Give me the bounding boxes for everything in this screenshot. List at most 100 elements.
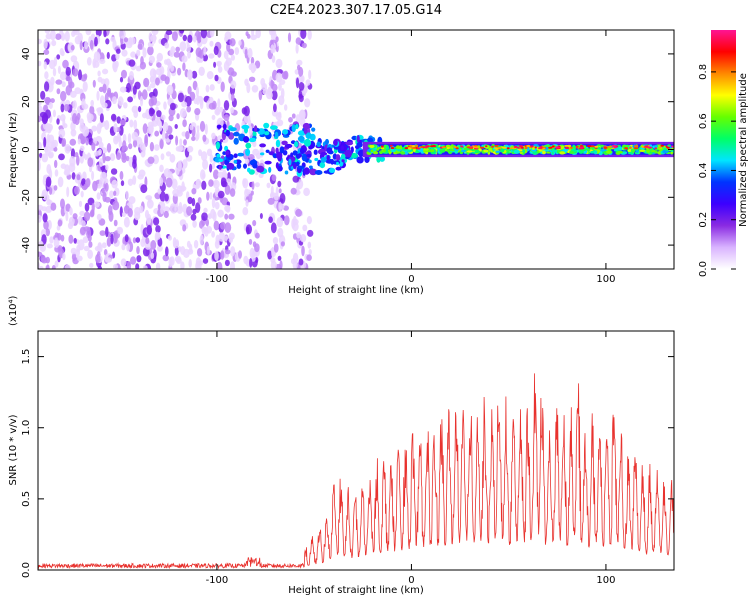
heatmap-cell — [305, 79, 311, 86]
heatmap-peak-cell — [575, 145, 579, 148]
heatmap-cell — [154, 130, 160, 137]
heatmap-cell — [59, 48, 64, 56]
heatmap-cell — [130, 51, 137, 58]
heatmap-cell — [600, 148, 607, 152]
heatmap-cell — [93, 201, 100, 208]
heatmap-cell — [552, 149, 557, 153]
heatmap-cell — [160, 114, 166, 121]
colorbar: 0.0 0.2 0.4 0.6 0.8 Normalized spectral ampl… — [698, 30, 749, 277]
heatmap-cell — [646, 148, 651, 153]
heatmap-cell — [292, 150, 298, 156]
heatmap-cell — [130, 256, 137, 265]
heatmap-cell — [226, 162, 235, 170]
heatmap-cell — [255, 232, 260, 239]
heatmap-cell — [166, 84, 174, 96]
heatmap-cell — [356, 135, 360, 143]
heatmap-cell — [297, 130, 306, 136]
heatmap-cell — [80, 138, 86, 145]
heatmap-cell — [214, 250, 219, 261]
heatmap-cell — [147, 197, 152, 203]
heatmap-cell — [268, 30, 274, 36]
heatmap-cell — [216, 261, 223, 269]
y-tick-label: 1.0 — [21, 420, 32, 436]
heatmap-cell — [192, 220, 197, 228]
heatmap-cell — [202, 258, 209, 264]
heatmap-cell — [172, 188, 180, 197]
heatmap-peak-cell — [534, 146, 537, 149]
colorbar-gradient — [711, 30, 736, 269]
heatmap-cell — [340, 153, 346, 160]
heatmap-cell — [110, 168, 118, 175]
heatmap-cell — [234, 123, 241, 133]
heatmap-cell — [288, 158, 292, 166]
heatmap-cell — [91, 170, 95, 181]
heatmap-cell — [80, 190, 84, 198]
heatmap-cell — [252, 241, 257, 248]
heatmap-cell — [247, 47, 253, 59]
heatmap-cell — [293, 163, 297, 170]
heatmap-cell — [309, 165, 313, 169]
heatmap-cell — [242, 207, 249, 216]
heatmap-cell — [209, 40, 214, 47]
heatmap-peak-cell — [607, 145, 613, 148]
heatmap-cell — [268, 86, 272, 96]
heatmap-cell — [74, 152, 79, 158]
heatmap-cell — [150, 34, 157, 42]
colorbar-tick-label: 0.8 — [698, 64, 709, 80]
heatmap-cell — [136, 49, 141, 57]
heatmap-peak-cell — [518, 147, 522, 150]
heatmap-cell — [186, 44, 191, 53]
heatmap-cell — [388, 151, 392, 155]
heatmap-cell — [127, 178, 134, 186]
heatmap-cell — [263, 122, 270, 129]
heatmap-cell — [259, 143, 266, 148]
heatmap-cell — [57, 65, 61, 74]
heatmap-cell — [115, 52, 120, 60]
heatmap-cell — [165, 151, 172, 157]
heatmap-cell — [79, 210, 85, 216]
heatmap-cell — [202, 159, 209, 170]
heatmap-cell — [320, 156, 327, 163]
heatmap-cell — [213, 61, 217, 68]
heatmap-cell — [249, 247, 255, 259]
heatmap-cell — [203, 46, 207, 57]
heatmap-cell — [101, 242, 107, 249]
heatmap-cell — [301, 42, 307, 49]
heatmap-cell — [55, 33, 62, 40]
heatmap-cell — [163, 210, 169, 219]
heatmap-cell — [191, 70, 198, 79]
heatmap-cell — [302, 122, 310, 130]
heatmap-cell — [244, 48, 248, 59]
heatmap-cell — [281, 140, 288, 146]
colorbar-tick-label: 0.6 — [698, 113, 709, 129]
heatmap-cell — [202, 54, 208, 62]
heatmap-cell — [114, 136, 122, 142]
heatmap-cell — [89, 262, 94, 268]
heatmap-peak-cell — [453, 146, 457, 148]
heatmap-cell — [96, 192, 101, 200]
heatmap-cell — [126, 243, 130, 252]
heatmap-cell — [74, 186, 80, 195]
heatmap-cell — [249, 258, 253, 268]
heatmap-cell — [243, 105, 250, 117]
heatmap-peak-cell — [641, 145, 645, 148]
heatmap-cell — [160, 206, 164, 215]
heatmap-cell — [150, 95, 158, 106]
heatmap-cell — [140, 184, 148, 194]
heatmap-cell — [308, 69, 312, 80]
heatmap-cell — [254, 125, 258, 132]
heatmap-cell — [522, 149, 526, 153]
heatmap-cell — [181, 101, 188, 108]
heatmap-cell — [268, 166, 272, 173]
heatmap-cell — [230, 80, 237, 89]
heatmap-cell — [79, 118, 84, 126]
heatmap-peak-cell — [555, 146, 559, 149]
heatmap-cell — [102, 83, 107, 94]
heatmap-cell — [214, 201, 220, 210]
heatmap-cell — [245, 142, 252, 149]
heatmap-cell — [76, 174, 81, 181]
heatmap-cell — [53, 237, 60, 249]
heatmap-cell — [215, 141, 220, 150]
heatmap-cell — [82, 81, 88, 92]
heatmap-cell — [149, 82, 156, 89]
